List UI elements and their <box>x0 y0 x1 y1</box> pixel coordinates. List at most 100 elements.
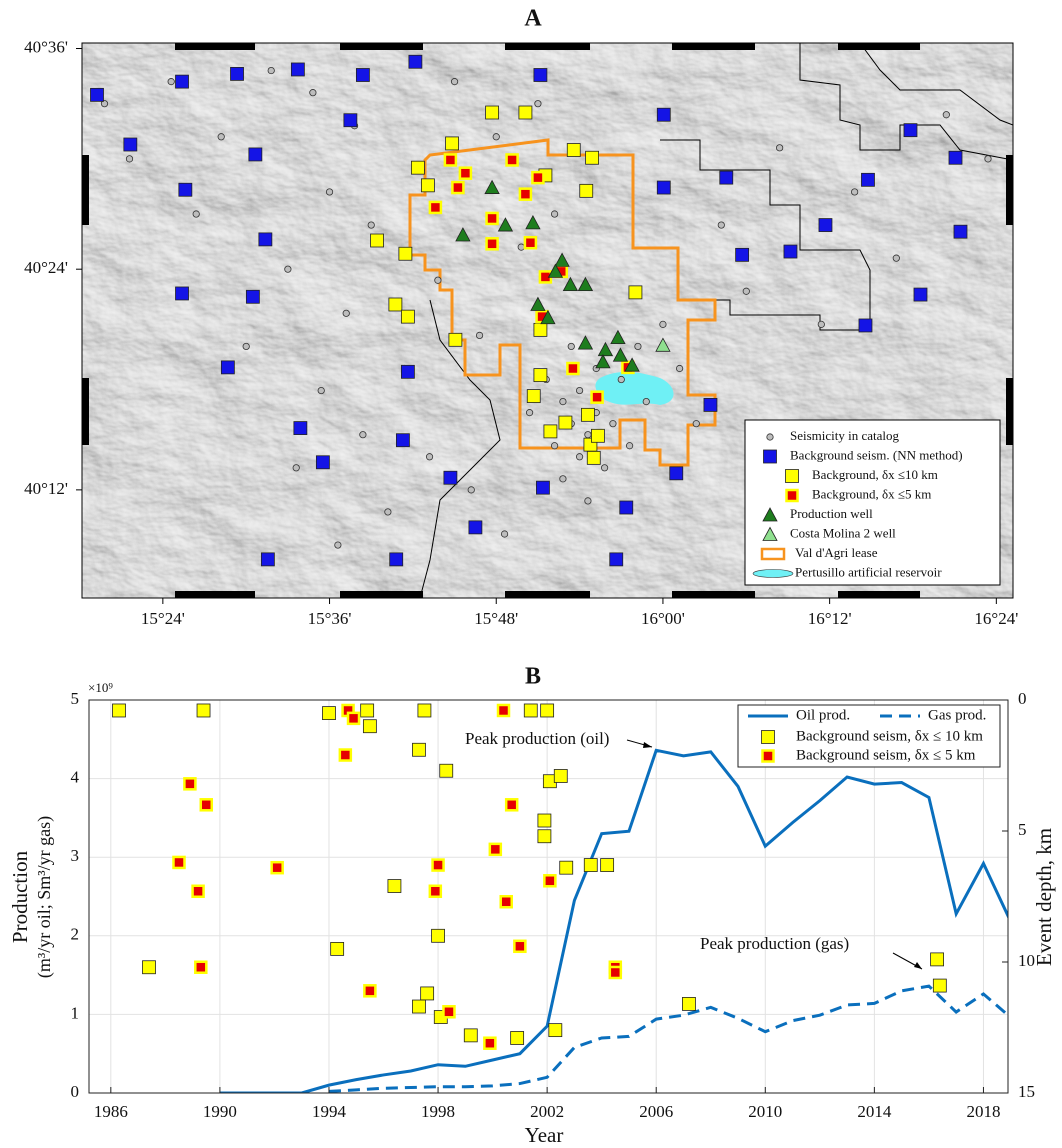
scatter-point <box>272 862 283 873</box>
map-point <box>851 189 857 195</box>
map-point <box>585 498 591 504</box>
legend-label: Background, δx ≤5 km <box>812 486 931 501</box>
map-point <box>318 387 324 393</box>
scatter-point <box>541 704 554 717</box>
map-point <box>551 443 557 449</box>
legend-label: Pertusillo artificial reservoir <box>795 564 942 579</box>
x-tick-label: 1990 <box>203 1102 237 1121</box>
legend-symbol <box>767 434 773 440</box>
legend-symbol <box>762 731 775 744</box>
map-point <box>536 481 549 494</box>
map-point <box>629 286 642 299</box>
map-point <box>519 106 532 119</box>
x-tick-label: 2018 <box>966 1102 1000 1121</box>
map-point <box>861 173 874 186</box>
map-point <box>421 179 434 192</box>
map-point <box>657 181 670 194</box>
y-tick-label: 40°12' <box>24 479 68 498</box>
legend-label: Oil prod. <box>796 707 850 723</box>
map-point <box>914 288 927 301</box>
annotation: Peak production (oil) <box>465 729 609 748</box>
map-point <box>460 168 471 179</box>
map-point <box>179 183 192 196</box>
map-point <box>451 78 457 84</box>
scatter-point <box>501 896 512 907</box>
scatter-point <box>433 860 444 871</box>
scatter-point <box>193 886 204 897</box>
map-point <box>168 78 174 84</box>
map-point <box>567 363 578 374</box>
y-tick-label: 2 <box>71 925 80 944</box>
map-point <box>409 55 422 68</box>
map-point <box>592 392 603 403</box>
map-point <box>576 454 582 460</box>
scatter-point <box>538 830 551 843</box>
map-point <box>580 184 593 197</box>
map-point <box>487 238 498 249</box>
scatter-point <box>421 987 434 1000</box>
y-tick-label: 1 <box>71 1003 80 1022</box>
map-point <box>259 233 272 246</box>
annotation-arrowhead <box>914 962 922 969</box>
map-point <box>493 134 499 140</box>
map-point <box>293 465 299 471</box>
map-title: A <box>524 6 542 32</box>
scatter-point <box>601 859 614 872</box>
y2-tick-label: 15 <box>1018 1082 1035 1101</box>
scatter-point <box>584 859 597 872</box>
map-point <box>819 219 832 232</box>
scatter-point <box>490 844 501 855</box>
legend-label: Seismicity in catalog <box>790 428 900 443</box>
map-point <box>535 100 541 106</box>
map-point <box>326 189 332 195</box>
scatter-point <box>560 861 573 874</box>
y-tick-label: 0 <box>71 1082 80 1101</box>
x-tick-label: 15°24' <box>141 609 185 628</box>
scatter-point <box>201 799 212 810</box>
legend-label: Background, δx ≤10 km <box>812 467 938 482</box>
map-point <box>532 172 543 183</box>
map-point <box>91 88 104 101</box>
scatter-point <box>112 704 125 717</box>
map-point <box>859 319 872 332</box>
y-tick-label: 5 <box>71 689 80 708</box>
map-point <box>587 451 600 464</box>
scatter-point <box>498 705 509 716</box>
map-point <box>676 365 682 371</box>
scatter-point <box>506 799 517 810</box>
legend-label: Background seism, δx ≤ 5 km <box>796 747 976 763</box>
map-point <box>610 553 623 566</box>
map-point <box>368 222 374 228</box>
scatter-point <box>511 1031 524 1044</box>
x-tick-label: 16°24' <box>974 609 1018 628</box>
x-tick-label: 15°36' <box>308 609 352 628</box>
map-point <box>310 89 316 95</box>
y-multiplier: ×10⁹ <box>88 680 113 695</box>
map-point <box>126 156 132 162</box>
map-point <box>446 137 459 150</box>
map-point <box>221 361 234 374</box>
map-point <box>401 365 414 378</box>
legend-symbol <box>786 470 799 483</box>
scatter-point <box>554 769 567 782</box>
scatter-point <box>361 704 374 717</box>
chart-title: B <box>525 664 541 690</box>
map-point <box>525 237 536 248</box>
legend-symbol <box>787 490 798 501</box>
scatter-point <box>524 704 537 717</box>
map-point <box>401 310 414 323</box>
scatter-point <box>430 886 441 897</box>
map-point <box>501 531 507 537</box>
map-point <box>249 148 262 161</box>
map-point <box>534 369 547 382</box>
map-point <box>526 409 532 415</box>
map-point <box>635 343 641 349</box>
map-point <box>469 521 482 534</box>
map-point <box>449 333 462 346</box>
map-point <box>411 161 424 174</box>
map-point <box>268 67 274 73</box>
x-tick-label: 16°12' <box>808 609 852 628</box>
y-tick-label: 3 <box>71 846 80 865</box>
x-tick-label: 2010 <box>748 1102 782 1121</box>
map-point <box>818 321 824 327</box>
